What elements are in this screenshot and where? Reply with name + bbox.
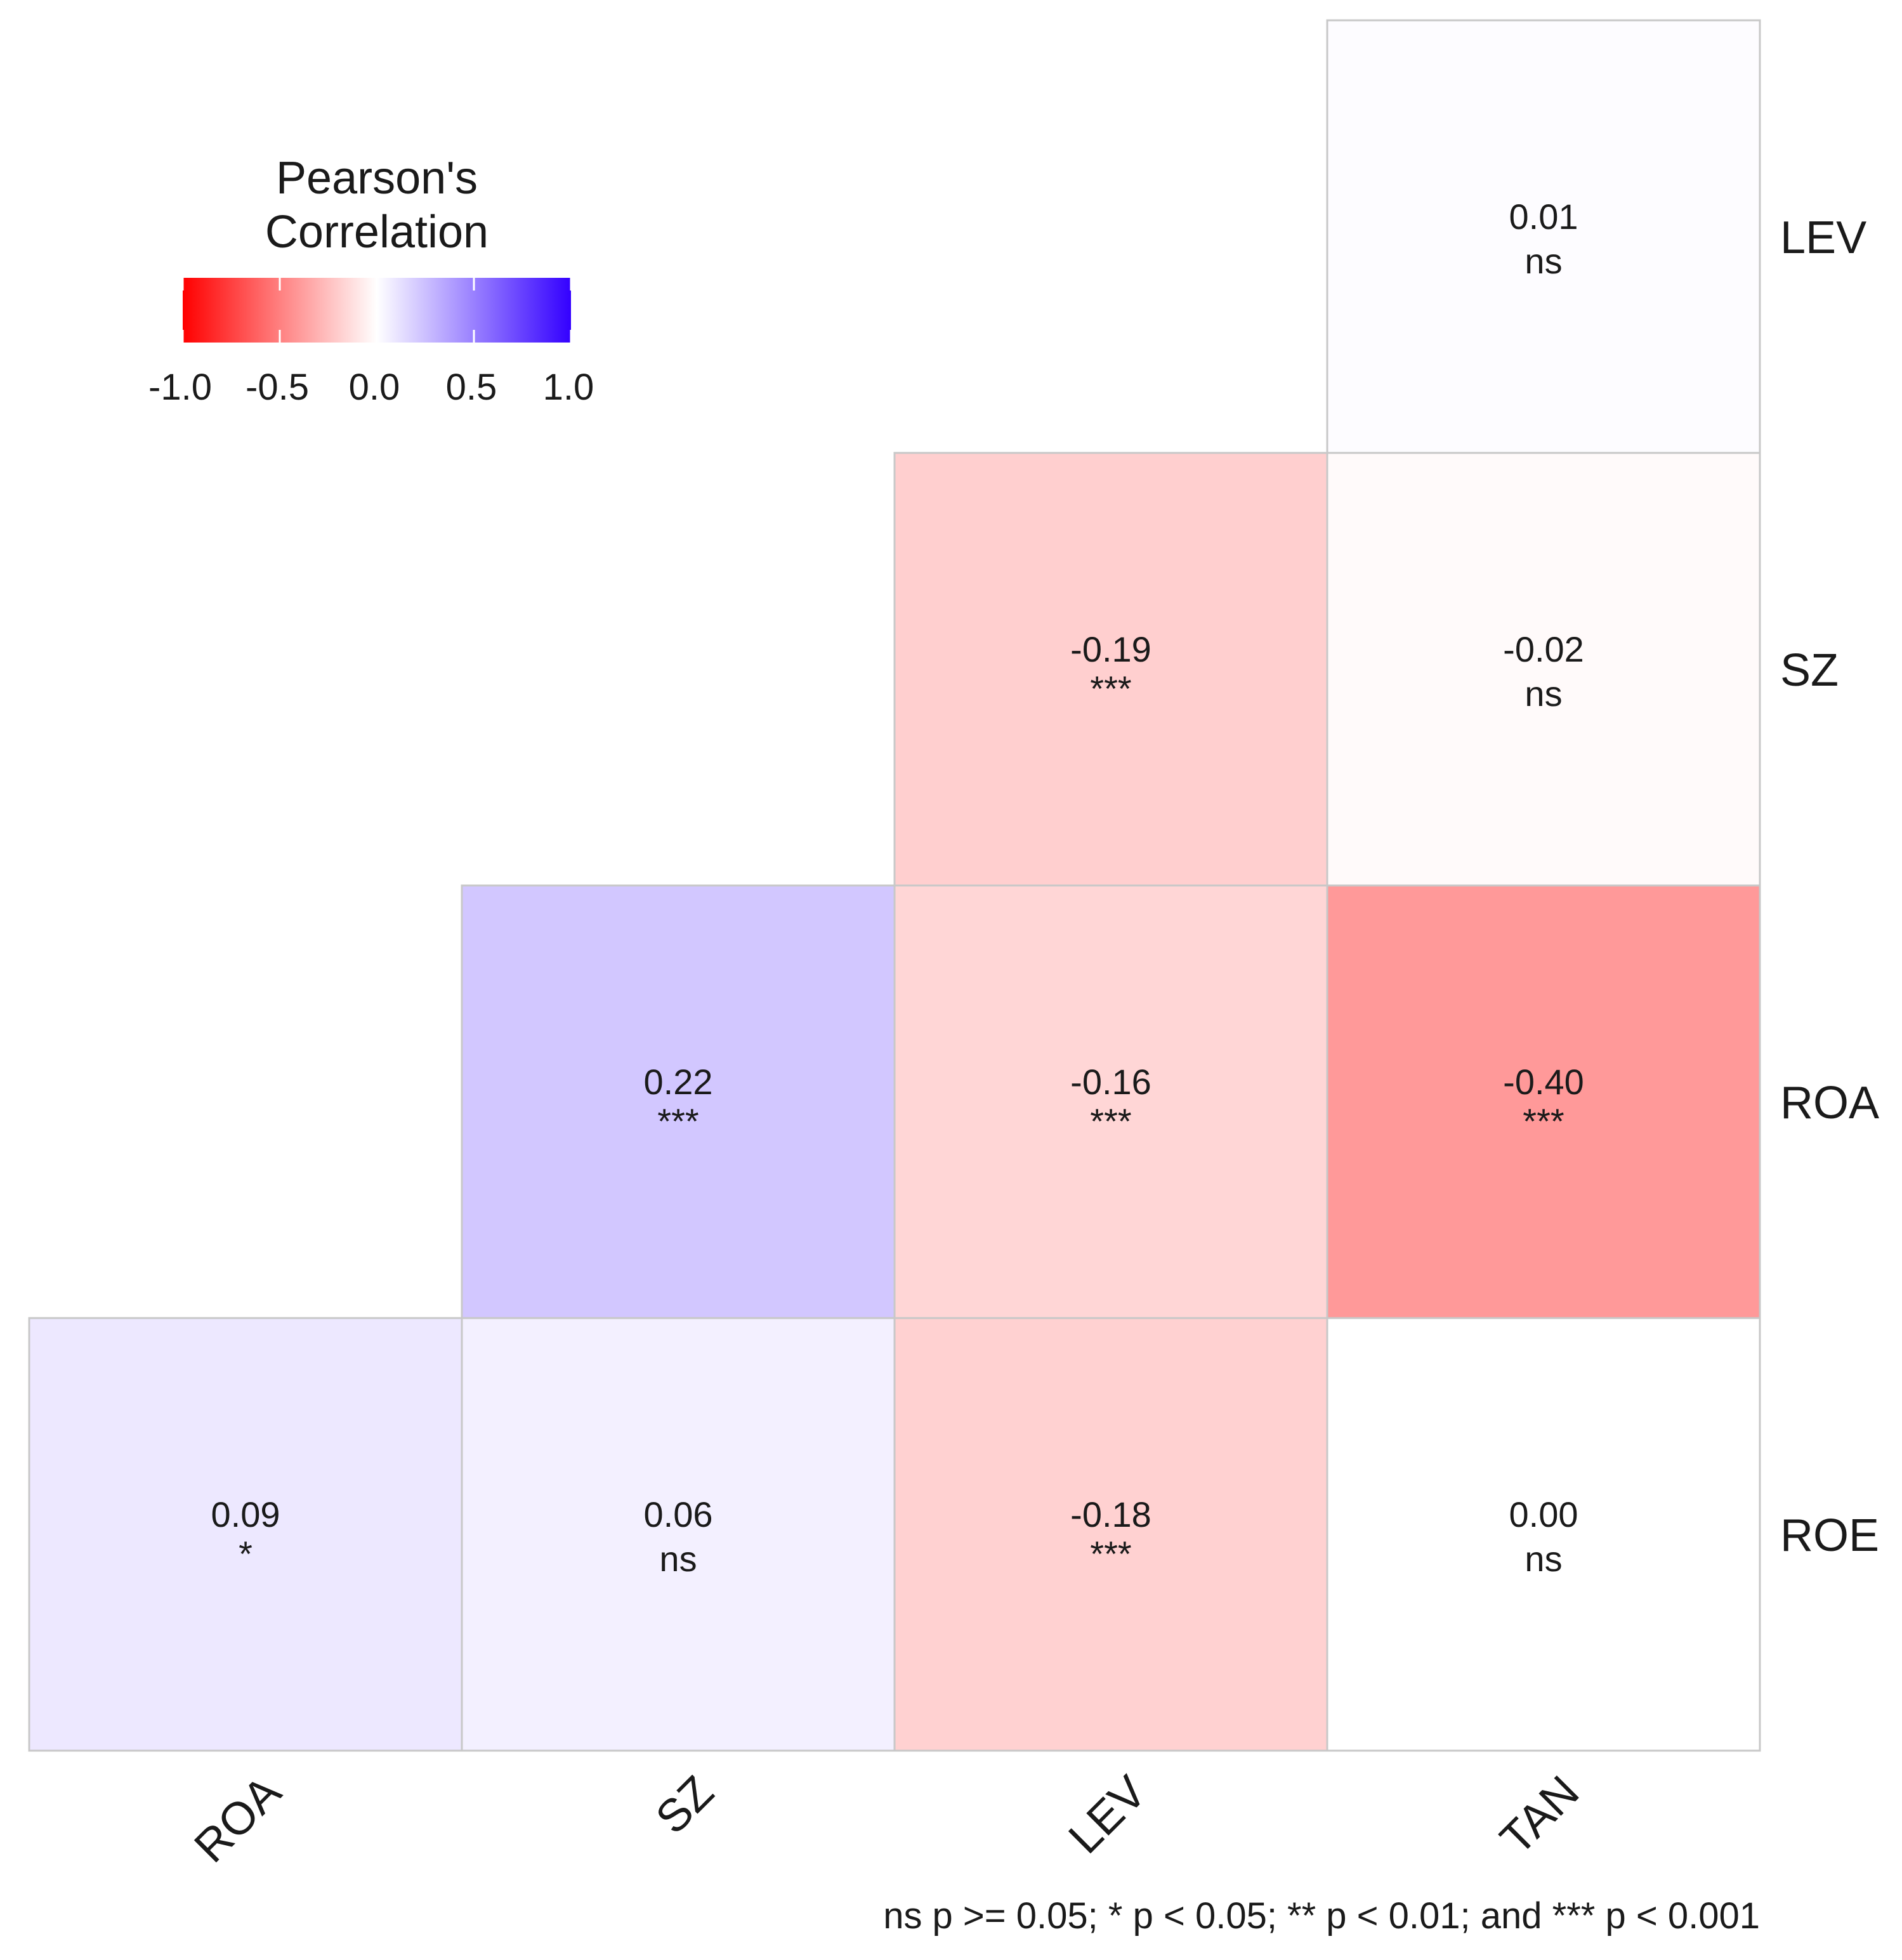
cell-value-label: 0.00 bbox=[1509, 1494, 1578, 1534]
x-axis-label: TAN bbox=[1491, 1767, 1589, 1865]
y-axis-label: ROE bbox=[1780, 1510, 1879, 1561]
y-axis-labels: LEV SZ ROA ROE bbox=[1780, 212, 1879, 1561]
cell-value-label: -0.19 bbox=[1070, 629, 1151, 669]
cell-significance-label: *** bbox=[1090, 669, 1131, 709]
cell-significance-label: *** bbox=[657, 1101, 698, 1141]
cell-significance-label: * bbox=[239, 1534, 253, 1574]
heatmap-cell bbox=[893, 884, 1328, 1319]
heatmap-cell bbox=[1326, 1317, 1761, 1752]
cell-value-label: 0.01 bbox=[1509, 197, 1578, 237]
cell-value-label: -0.18 bbox=[1070, 1494, 1151, 1534]
legend-tick-label: 0.0 bbox=[349, 367, 400, 408]
cell-value-label: 0.09 bbox=[211, 1494, 280, 1534]
legend: Pearson's Correlation -1.0 -0.5 0.0 0.5 1.0 bbox=[148, 153, 594, 408]
cell-significance-label: ns bbox=[1525, 241, 1562, 281]
legend-ticks: -1.0 -0.5 0.0 0.5 1.0 bbox=[148, 278, 594, 408]
x-axis-label: LEV bbox=[1059, 1767, 1157, 1864]
heatmap-cell bbox=[1326, 19, 1761, 454]
legend-tick-label: 1.0 bbox=[543, 367, 594, 408]
y-axis-label: ROA bbox=[1780, 1078, 1879, 1128]
heatmap-cell bbox=[1326, 884, 1761, 1319]
x-axis-label: SZ bbox=[646, 1767, 724, 1844]
cell-value-label: -0.40 bbox=[1503, 1062, 1584, 1102]
significance-footnote: ns p >= 0.05; * p < 0.05; ** p < 0.01; a… bbox=[883, 1895, 1760, 1937]
legend-title-line-2: Correlation bbox=[265, 207, 489, 258]
heatmap-cell bbox=[893, 452, 1328, 887]
legend-tick-label: -1.0 bbox=[148, 367, 212, 408]
legend-title-line-1: Pearson's bbox=[276, 153, 478, 204]
heatmap-cell bbox=[893, 1317, 1328, 1752]
cell-significance-label: *** bbox=[1090, 1101, 1131, 1141]
legend-tick-label: 0.5 bbox=[446, 367, 497, 408]
y-axis-label: LEV bbox=[1780, 212, 1866, 263]
cell-significance-label: ns bbox=[1525, 674, 1562, 714]
x-axis-labels: ROA SZ LEV TAN bbox=[185, 1767, 1589, 1872]
cell-value-label: -0.16 bbox=[1070, 1062, 1151, 1102]
cell-value-label: 0.06 bbox=[644, 1494, 713, 1534]
cell-significance-label: ns bbox=[659, 1539, 697, 1579]
cell-value-label: -0.02 bbox=[1503, 629, 1584, 669]
y-axis-label: SZ bbox=[1780, 645, 1839, 696]
cell-significance-label: *** bbox=[1523, 1101, 1564, 1141]
cell-significance-label: *** bbox=[1090, 1534, 1131, 1574]
heatmap-cells: 0.01ns-0.19***-0.02ns0.22***-0.16***-0.4… bbox=[28, 19, 1761, 1752]
cell-value-label: 0.22 bbox=[644, 1062, 713, 1102]
x-axis-label: ROA bbox=[185, 1767, 291, 1872]
heatmap-cell bbox=[1326, 452, 1761, 887]
heatmap-cell bbox=[28, 1317, 463, 1752]
legend-tick-label: -0.5 bbox=[246, 367, 309, 408]
cell-significance-label: ns bbox=[1525, 1539, 1562, 1579]
heatmap-cell bbox=[461, 884, 896, 1319]
heatmap-cell bbox=[461, 1317, 896, 1752]
